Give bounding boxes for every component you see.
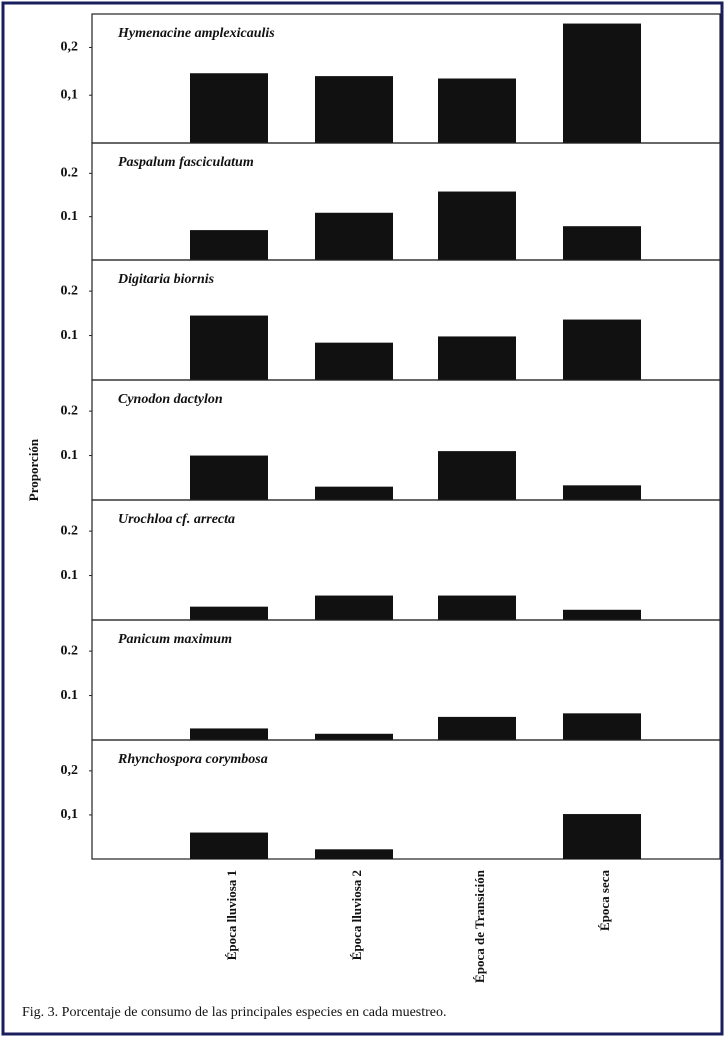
bar	[190, 73, 268, 143]
panel-title: Hymenacine amplexicaulis	[117, 26, 275, 41]
bar	[563, 713, 641, 740]
bar	[190, 315, 268, 380]
bar	[190, 832, 268, 859]
bar	[563, 23, 641, 143]
y-tick-label: 0.1	[61, 328, 79, 343]
bar	[438, 716, 516, 740]
bar	[315, 486, 393, 500]
bar	[438, 451, 516, 500]
bar	[190, 728, 268, 740]
bar	[315, 342, 393, 380]
y-axis-label: Proporción	[26, 438, 41, 501]
bar	[315, 595, 393, 620]
y-tick-label: 0,1	[61, 807, 79, 822]
bar	[190, 455, 268, 500]
bar	[563, 609, 641, 620]
y-tick-label: 0.2	[61, 403, 79, 418]
panel-title: Cynodon dactylon	[118, 392, 223, 407]
bar	[315, 849, 393, 859]
panel	[91, 739, 721, 860]
bar	[438, 191, 516, 260]
bar	[315, 212, 393, 260]
bar	[315, 733, 393, 740]
bar	[563, 226, 641, 260]
y-tick-label: 0.2	[61, 166, 79, 181]
panel-title: Urochloa cf. arrecta	[118, 512, 235, 527]
y-tick-label: 0.2	[61, 523, 79, 538]
x-tick-label: Época lluviosa 2	[349, 870, 364, 960]
y-tick-label: 0.2	[61, 643, 79, 658]
bar	[438, 595, 516, 620]
bar	[563, 814, 641, 859]
panel-title: Panicum maximum	[118, 632, 232, 647]
panel-title: Rhynchospora corymbosa	[117, 752, 268, 767]
bar	[563, 485, 641, 500]
panel-title: Paspalum fasciculatum	[118, 155, 254, 170]
bar	[563, 319, 641, 380]
bar	[315, 76, 393, 143]
y-tick-label: 0,2	[61, 40, 79, 55]
y-tick-label: 0.1	[61, 688, 79, 703]
x-tick-label: Época seca	[597, 870, 612, 932]
bar	[438, 336, 516, 380]
y-tick-label: 0.1	[61, 209, 79, 224]
x-tick-label: Época lluviosa 1	[224, 870, 239, 960]
panel-title: Digitaria biornis	[117, 272, 215, 287]
bar	[190, 606, 268, 620]
x-tick-label: Época de Transición	[472, 869, 487, 983]
y-tick-label: 0.1	[61, 448, 79, 463]
caption: Fig. 3. Porcentaje de consumo de las pri…	[22, 1005, 447, 1020]
bar	[438, 78, 516, 143]
bar	[190, 230, 268, 260]
y-tick-label: 0,2	[61, 763, 79, 778]
y-tick-label: 0.1	[61, 568, 79, 583]
y-tick-label: 0.2	[61, 283, 79, 298]
y-tick-label: 0,1	[61, 87, 79, 102]
